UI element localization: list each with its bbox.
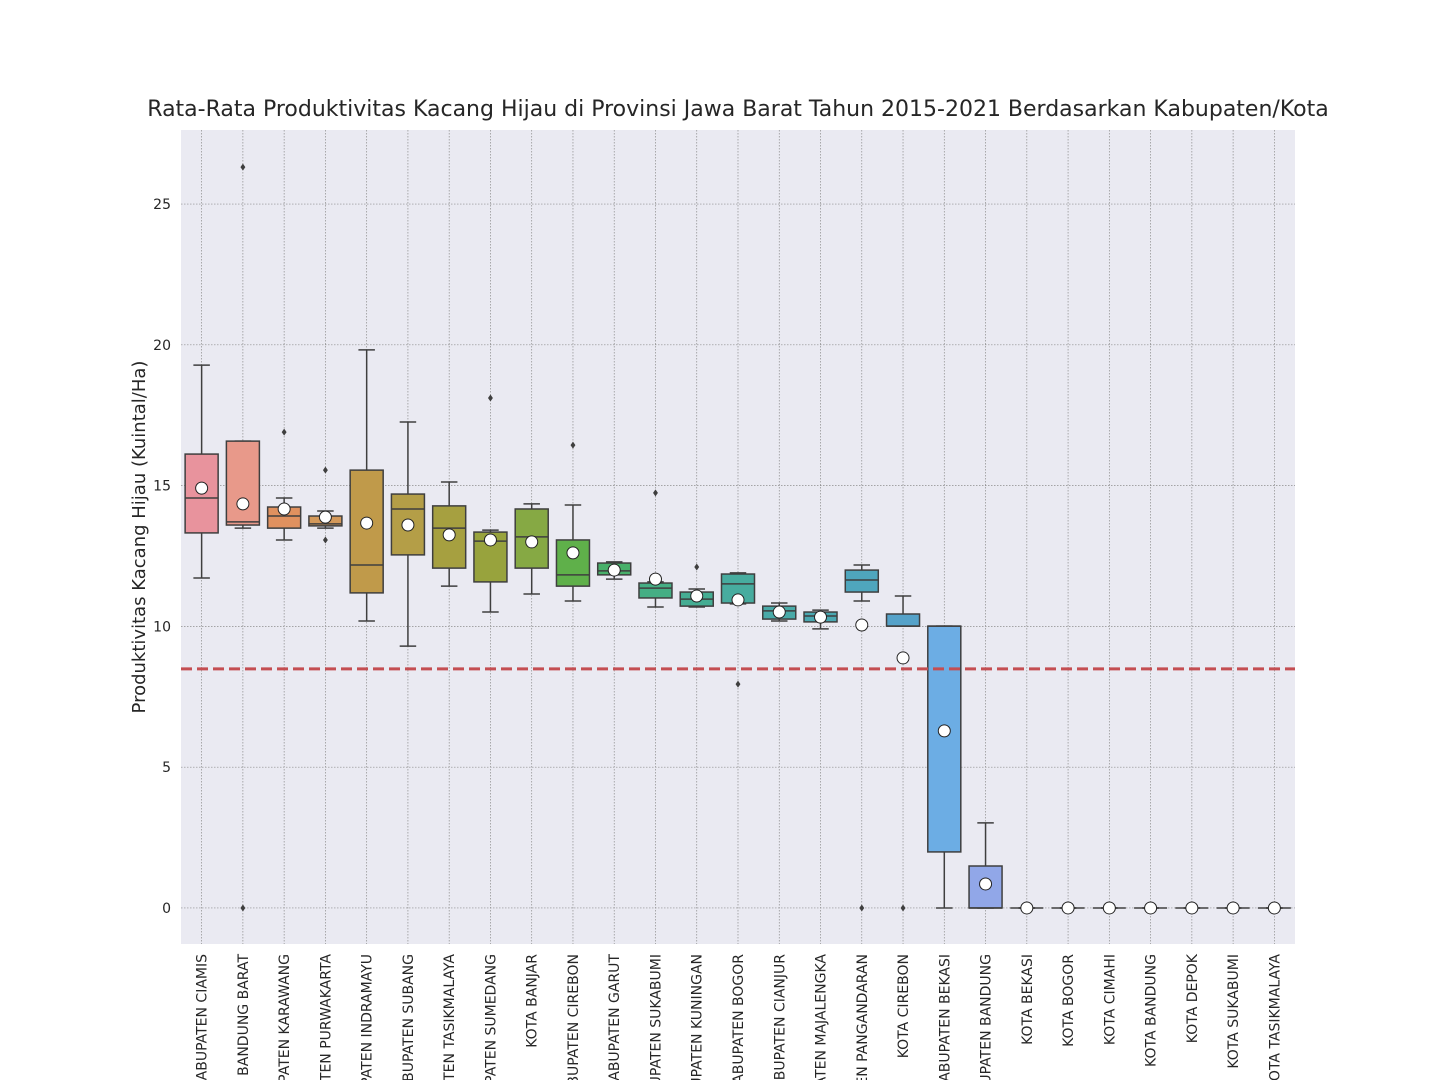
mean-marker: [566, 546, 580, 560]
x-tick-label: KABUPATEN CIANJUR: [772, 954, 788, 1080]
x-tick-label: KABUPATEN SUMEDANG: [483, 954, 499, 1080]
mean-marker: [607, 563, 621, 577]
outlier: [487, 394, 493, 402]
y-axis-label: Produktivitas Kacang Hijau (Kuintal/Ha): [129, 361, 150, 714]
mean-marker: [1020, 901, 1034, 915]
mean-marker: [195, 481, 209, 495]
mean-marker: [318, 510, 332, 524]
mean-marker: [648, 572, 662, 586]
x-tick-label: KABUPATEN INDRAMAYU: [360, 954, 376, 1080]
chart-title: Rata-Rata Produktivitas Kacang Hijau di …: [147, 97, 1328, 122]
outlier: [570, 441, 576, 449]
mean-marker: [979, 877, 993, 891]
x-tick-label: KABUPATEN KARAWANG: [277, 954, 293, 1080]
x-tick-label: KABUPATEN MAJALENGKA: [814, 954, 830, 1080]
outlier: [240, 163, 246, 171]
box: [885, 613, 921, 627]
mean-marker: [1226, 901, 1240, 915]
outlier: [900, 904, 906, 912]
x-tick-label: KABUPATEN BEKASI: [937, 954, 953, 1080]
outlier: [281, 428, 287, 436]
mean-marker: [937, 724, 951, 738]
x-tick-label: KABUPATEN BOGOR: [731, 954, 747, 1080]
x-tick-label: KABUPATEN PANGANDARAN: [855, 954, 871, 1080]
x-tick-label: KOTA SUKABUMI: [1226, 954, 1242, 1069]
y-tick-label: 20: [153, 338, 171, 354]
box: [927, 625, 962, 853]
x-tick-label: KOTA CIMAHI: [1102, 954, 1118, 1045]
mean-marker: [1185, 901, 1199, 915]
x-tick-label: KABUPATEN PURWAKARTA: [318, 954, 334, 1080]
x-tick-label: KABUPATEN KUNINGAN: [690, 954, 706, 1080]
mean-marker: [690, 589, 704, 603]
mean-marker: [483, 533, 497, 547]
mean-marker: [1267, 901, 1281, 915]
x-tick-label: KABUPATEN CIAMIS: [195, 954, 211, 1080]
x-tick-label: KOTA BOGOR: [1061, 954, 1077, 1047]
mean-marker: [896, 651, 910, 665]
x-tick-label: KOTA CIREBON: [896, 954, 912, 1058]
outlier: [653, 489, 658, 497]
mean-marker: [1144, 901, 1158, 915]
x-tick-label: KOTA TASIKMALAYA: [1267, 954, 1283, 1080]
y-tick-label: 15: [153, 479, 171, 495]
outlier: [240, 904, 246, 912]
y-tick-label: 25: [153, 197, 171, 213]
box: [225, 440, 261, 526]
mean-marker: [1061, 901, 1075, 915]
x-tick-label: KABUPATEN TASIKMALAYA: [442, 954, 458, 1080]
outlier: [694, 563, 700, 571]
x-tick-label: KABUPATEN GARUT: [607, 954, 623, 1080]
box: [349, 469, 384, 594]
y-tick-label: 5: [162, 760, 171, 776]
x-tick-label: KABUPATEN BANDUNG BARAT: [236, 954, 252, 1080]
mean-marker: [277, 502, 291, 516]
box: [514, 508, 549, 569]
mean-marker: [236, 497, 250, 511]
x-tick-label: KOTA DEPOK: [1185, 953, 1201, 1043]
x-tick-label: KABUPATEN SUKABUMI: [648, 954, 664, 1080]
mean-marker: [442, 528, 456, 542]
mean-marker: [731, 593, 745, 607]
mean-marker: [855, 618, 869, 632]
mean-marker: [814, 610, 828, 624]
box: [844, 569, 880, 593]
mean-marker: [525, 535, 539, 549]
outlier: [322, 466, 328, 474]
outlier: [859, 904, 865, 912]
x-tick-label: KABUPATEN CIREBON: [566, 954, 582, 1080]
x-tick-label: KABUPATEN BANDUNG: [979, 954, 995, 1080]
mean-marker: [360, 516, 374, 530]
x-tick-label: KOTA BANJAR: [525, 954, 541, 1048]
outlier: [322, 536, 328, 544]
y-tick-label: 10: [153, 619, 171, 635]
x-tick-label: KOTA BANDUNG: [1144, 954, 1160, 1067]
x-tick-label: KOTA BEKASI: [1020, 954, 1036, 1045]
y-tick-label: 0: [162, 901, 171, 917]
plot-area: [181, 130, 1295, 944]
mean-marker: [1102, 901, 1116, 915]
x-tick-label: KABUPATEN SUBANG: [401, 954, 417, 1080]
outlier: [735, 680, 741, 688]
mean-marker: [772, 605, 786, 619]
mean-marker: [401, 518, 415, 532]
